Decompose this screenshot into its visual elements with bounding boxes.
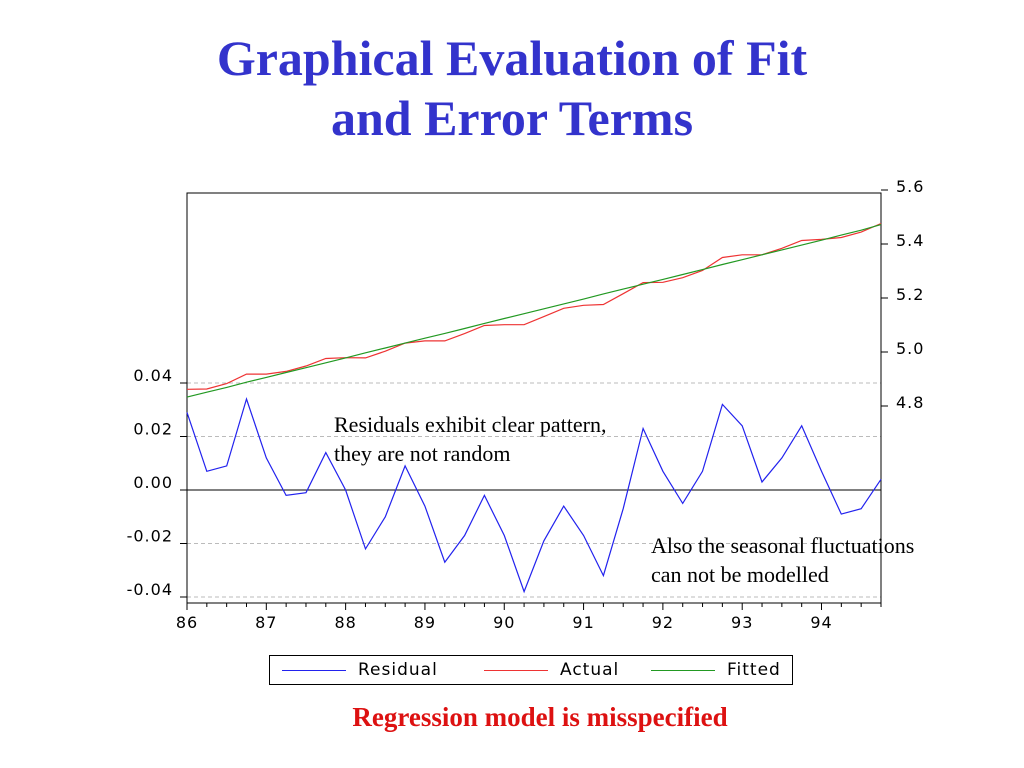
left-tick-label-0: 0.04 <box>133 366 173 385</box>
slide-title: Graphical Evaluation of Fit and Error Te… <box>0 28 1024 148</box>
x-tick-label-90: 90 <box>493 613 515 632</box>
residual-pattern-note-line-2: they are not random <box>334 441 511 466</box>
series-line-actual <box>186 222 882 390</box>
x-tick-label-89: 89 <box>414 613 436 632</box>
legend-item-fitted: Fitted <box>651 656 781 684</box>
right-tick-label-1: 5.4 <box>896 231 924 250</box>
right-tick-label-4: 4.8 <box>896 393 924 412</box>
seasonal-note-line-2: can not be modelled <box>651 562 829 587</box>
x-tick-label-93: 93 <box>731 613 753 632</box>
slide-title-line-1: Graphical Evaluation of Fit <box>216 30 808 86</box>
right-tick-label-2: 5.2 <box>896 285 924 304</box>
residual-pattern-note-line-1: Residuals exhibit clear pattern, <box>334 412 607 437</box>
legend-item-residual: Residual <box>282 656 438 684</box>
left-tick-label-3: -0.02 <box>127 527 173 546</box>
legend-swatch-actual <box>484 669 548 671</box>
x-tick-label-87: 87 <box>255 613 277 632</box>
legend-label-residual: Residual <box>358 660 438 680</box>
seasonal-note: Also the seasonal fluctuations can not b… <box>651 531 914 589</box>
series-line-fitted <box>186 224 882 398</box>
x-tick-label-92: 92 <box>652 613 674 632</box>
slide-title-line-2: and Error Terms <box>330 90 694 146</box>
legend-swatch-fitted <box>651 669 715 671</box>
right-tick-label-0: 5.6 <box>896 177 924 196</box>
plot-frame <box>186 192 882 604</box>
legend-label-actual: Actual <box>560 660 620 680</box>
left-tick-label-4: -0.04 <box>127 580 173 599</box>
x-tick-label-91: 91 <box>572 613 594 632</box>
residual-pattern-note: Residuals exhibit clear pattern, they ar… <box>334 410 606 468</box>
x-tick-label-88: 88 <box>334 613 356 632</box>
chart-legend: Residual Actual Fitted <box>269 655 793 685</box>
legend-item-actual: Actual <box>484 656 619 684</box>
x-tick-label-86: 86 <box>176 613 198 632</box>
seasonal-note-line-1: Also the seasonal fluctuations <box>651 533 915 558</box>
conclusion-text: Regression model is misspecified <box>352 702 728 732</box>
x-tick-label-94: 94 <box>810 613 832 632</box>
legend-swatch-residual <box>282 669 346 671</box>
legend-label-fitted: Fitted <box>727 660 781 680</box>
left-tick-label-1: 0.02 <box>133 420 173 439</box>
series-line-residual <box>186 397 882 594</box>
right-tick-label-3: 5.0 <box>896 339 924 358</box>
left-tick-label-2: 0.00 <box>133 473 173 492</box>
